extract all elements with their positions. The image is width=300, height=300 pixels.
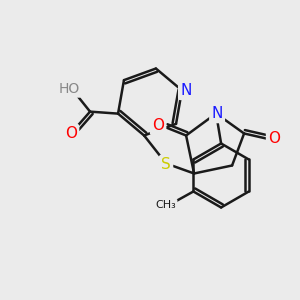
Text: N: N <box>212 106 223 121</box>
Text: S: S <box>161 157 171 172</box>
Text: N: N <box>180 83 192 98</box>
Text: HO: HO <box>58 82 80 96</box>
Text: O: O <box>65 126 77 141</box>
Text: CH₃: CH₃ <box>155 200 176 211</box>
Text: O: O <box>268 131 280 146</box>
Text: O: O <box>152 118 164 133</box>
